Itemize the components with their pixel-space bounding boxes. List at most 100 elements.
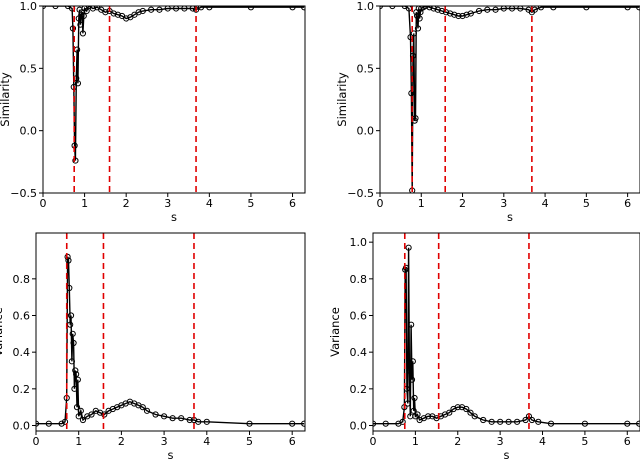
data-point <box>172 6 180 12</box>
data-point <box>389 6 396 10</box>
x-tick-label: 3 <box>500 197 507 210</box>
data-point <box>467 10 474 17</box>
x-axis-label: s <box>168 448 174 461</box>
data-point <box>246 420 253 427</box>
data-point <box>203 418 210 425</box>
data-point <box>508 6 516 12</box>
x-tick-label: 2 <box>459 197 466 210</box>
data-point <box>522 416 529 424</box>
data-point <box>446 409 453 416</box>
data-point <box>517 6 524 12</box>
x-tick-label: 5 <box>246 435 253 448</box>
data-point <box>430 6 437 12</box>
x-tick-label: 4 <box>539 435 546 448</box>
y-axis-label: Similarity <box>0 72 12 127</box>
data-point <box>426 6 433 11</box>
data-point <box>79 416 87 424</box>
data-point <box>408 376 416 383</box>
y-axis-label: Similarity <box>335 72 349 127</box>
x-tick-label: 0 <box>377 197 384 210</box>
data-point <box>382 420 389 427</box>
data-point <box>500 6 507 12</box>
data-point <box>289 420 296 427</box>
data-point <box>459 12 466 20</box>
data-point <box>67 312 75 319</box>
axes-frame <box>42 5 306 194</box>
data-point <box>197 6 205 11</box>
data-point <box>467 409 474 416</box>
data-point <box>624 420 631 427</box>
data-point <box>80 12 87 20</box>
data-point <box>624 6 631 11</box>
data-point <box>581 420 589 427</box>
x-tick-label: 4 <box>203 435 210 448</box>
data-point <box>402 264 410 271</box>
x-tick-label: 2 <box>123 197 130 210</box>
axes-frame <box>379 5 640 194</box>
data-point <box>497 418 504 425</box>
data-point <box>139 7 146 15</box>
y-tick-label: 1.0 <box>20 0 38 13</box>
data-point <box>69 330 76 337</box>
data-point <box>451 11 458 18</box>
data-point <box>123 15 130 22</box>
x-tick-label: 0 <box>40 197 47 210</box>
y-tick-label: 0.4 <box>13 346 31 359</box>
data-point <box>289 6 296 11</box>
data-point <box>416 15 423 22</box>
data-point <box>65 257 72 264</box>
data-point <box>411 394 418 402</box>
x-tick-label: 1 <box>81 197 88 210</box>
data-point <box>513 418 521 425</box>
data-point <box>139 404 146 411</box>
data-point <box>409 358 416 365</box>
data-point <box>160 413 168 420</box>
y-tick-label: 0.4 <box>350 346 368 359</box>
data-point <box>409 52 417 59</box>
y-tick-label: 0.0 <box>357 125 375 138</box>
data-point <box>102 9 109 16</box>
data-point <box>406 367 413 374</box>
data-point <box>636 6 640 11</box>
chart-panel-4: 0 1 2 3 4 5 6 0.0 0.2 0.4 0.6 0.8 1.0 s Variance <box>328 232 640 461</box>
data-point <box>399 418 406 425</box>
data-point <box>414 411 421 418</box>
x-tick-label: 5 <box>583 197 590 210</box>
y-axis-label: Variance <box>0 307 5 357</box>
data-point <box>85 6 92 10</box>
x-tick-label: 4 <box>542 197 549 210</box>
data-point <box>45 420 52 427</box>
data-point <box>547 420 555 427</box>
x-tick-label: 4 <box>206 197 213 210</box>
series-1 <box>380 6 640 193</box>
y-tick-label: 0.8 <box>13 273 31 286</box>
data-point <box>454 404 461 411</box>
data-point <box>301 6 305 11</box>
data-point <box>64 253 71 260</box>
x-tick-label: 3 <box>497 435 504 448</box>
x-tick-label: 1 <box>412 435 419 448</box>
series-line <box>43 6 305 161</box>
x-tick-label: 6 <box>624 435 631 448</box>
data-point <box>89 6 97 12</box>
x-tick-label: 3 <box>164 197 171 210</box>
x-tick-label: 3 <box>161 435 168 448</box>
data-point <box>535 418 542 425</box>
data-point <box>77 407 84 414</box>
data-point <box>475 7 483 15</box>
data-point <box>455 12 462 20</box>
y-tick-label: 0.0 <box>13 420 31 433</box>
chart-panel-3: 0 1 2 3 4 5 6 0.0 0.2 0.4 0.6 0.8 s Variance <box>0 232 306 461</box>
data-point <box>110 10 117 17</box>
data-point <box>424 413 432 420</box>
data-point <box>74 376 81 383</box>
series-line <box>380 6 640 191</box>
series-1 <box>36 253 305 427</box>
x-tick-label: 5 <box>581 435 588 448</box>
data-point <box>88 411 95 418</box>
x-tick-label: 6 <box>289 435 296 448</box>
data-point <box>636 420 640 427</box>
y-tick-label: 0.5 <box>20 62 38 75</box>
data-point <box>135 9 142 16</box>
